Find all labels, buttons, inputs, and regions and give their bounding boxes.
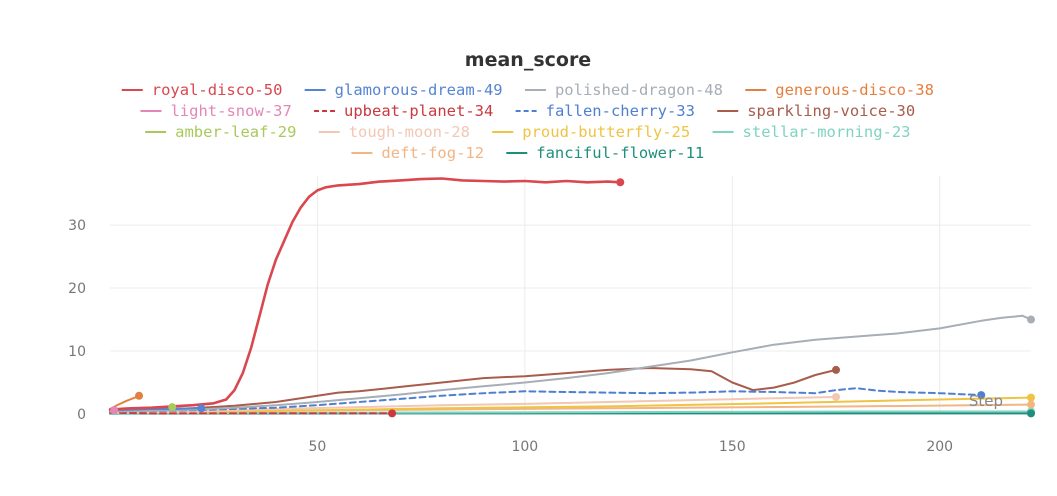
series-end-marker-amber-leaf-29 xyxy=(168,403,177,412)
chart-title: mean_score xyxy=(465,49,591,71)
legend-label: tough-moon-28 xyxy=(349,123,470,141)
series-end-marker-upbeat-planet-34 xyxy=(388,409,397,418)
legend-label: generous-disco-38 xyxy=(775,81,934,99)
legend-label: fallen-cherry-33 xyxy=(546,102,695,120)
legend-label: sparkling-voice-30 xyxy=(747,102,915,120)
legend-item-tough-moon-28[interactable]: tough-moon-28 xyxy=(318,123,470,141)
y-tick-label-20: 20 xyxy=(68,281,86,297)
series-end-marker-deft-fog-12 xyxy=(1027,400,1035,409)
y-tick-label-30: 30 xyxy=(68,218,86,234)
series-end-marker-polished-dragon-48 xyxy=(1027,315,1035,324)
series-line-tough-moon-28 xyxy=(109,396,837,414)
legend-label: glamorous-dream-49 xyxy=(335,81,503,99)
series-end-markers xyxy=(110,178,1035,418)
legend-item-fanciful-flower-11[interactable]: fanciful-flower-11 xyxy=(506,144,704,162)
series-end-marker-light-snow-37 xyxy=(110,406,119,415)
series-end-marker-royal-disco-50 xyxy=(616,178,625,187)
series-end-marker-fallen-cherry-33 xyxy=(977,391,986,400)
x-axis-label: Step xyxy=(969,392,1003,410)
legend-item-deft-fog-12[interactable]: deft-fog-12 xyxy=(351,144,484,162)
legend-item-royal-disco-50[interactable]: royal-disco-50 xyxy=(121,81,283,99)
series-line-upbeat-planet-34 xyxy=(109,411,394,415)
series-end-marker-glamorous-dream-49 xyxy=(197,404,206,413)
legend-item-light-snow-37[interactable]: light-snow-37 xyxy=(140,102,292,120)
legend-label: stellar-morning-23 xyxy=(743,123,911,141)
series-line-royal-disco-50 xyxy=(108,177,622,411)
legend-item-upbeat-planet-34[interactable]: upbeat-planet-34 xyxy=(314,102,493,120)
series-end-marker-sparkling-voice-30 xyxy=(832,365,841,374)
x-tick-label-50: 50 xyxy=(309,439,327,455)
legend-label: deft-fog-12 xyxy=(381,144,484,162)
legend-label: upbeat-planet-34 xyxy=(344,102,493,120)
legend: royal-disco-50 glamorous-dream-49 polished… xyxy=(121,81,934,162)
legend-label: proud-butterfly-25 xyxy=(522,123,690,141)
legend-item-generous-disco-38[interactable]: generous-disco-38 xyxy=(745,81,934,99)
legend-item-polished-dragon-48[interactable]: polished-dragon-48 xyxy=(524,81,723,99)
series-line-proud-butterfly-25 xyxy=(109,396,1032,414)
legend-item-stellar-morning-23[interactable]: stellar-morning-23 xyxy=(712,123,911,141)
y-tick-label-10: 10 xyxy=(68,344,86,360)
legend-label: light-snow-37 xyxy=(170,102,291,120)
legend-label: royal-disco-50 xyxy=(152,81,283,99)
series-line-fallen-cherry-33 xyxy=(109,387,983,414)
x-tick-label-200: 200 xyxy=(926,439,953,455)
series-line-sparkling-voice-30 xyxy=(109,367,837,412)
series-end-marker-generous-disco-38 xyxy=(135,391,144,400)
legend-item-sparkling-voice-30[interactable]: sparkling-voice-30 xyxy=(717,102,915,120)
axis-ticks: 0 10 20 30 50 100 150 200 xyxy=(68,218,953,455)
x-tick-label-150: 150 xyxy=(719,439,746,455)
series-lines xyxy=(108,177,1032,415)
legend-label: amber-leaf-29 xyxy=(175,123,296,141)
legend-item-amber-leaf-29[interactable]: amber-leaf-29 xyxy=(145,123,296,141)
x-tick-label-100: 100 xyxy=(511,439,538,455)
y-tick-label-0: 0 xyxy=(77,407,86,423)
series-line-polished-dragon-48 xyxy=(109,314,1032,413)
legend-item-proud-butterfly-25[interactable]: proud-butterfly-25 xyxy=(492,123,690,141)
legend-label: fanciful-flower-11 xyxy=(536,144,704,162)
series-end-marker-proud-butterfly-25 xyxy=(1027,393,1035,402)
legend-item-fallen-cherry-33[interactable]: fallen-cherry-33 xyxy=(515,102,695,120)
legend-item-glamorous-dream-49[interactable]: glamorous-dream-49 xyxy=(304,81,503,99)
legend-label: polished-dragon-48 xyxy=(555,81,723,99)
series-end-marker-fanciful-flower-11 xyxy=(1027,409,1035,418)
series-end-marker-tough-moon-28 xyxy=(832,392,841,401)
